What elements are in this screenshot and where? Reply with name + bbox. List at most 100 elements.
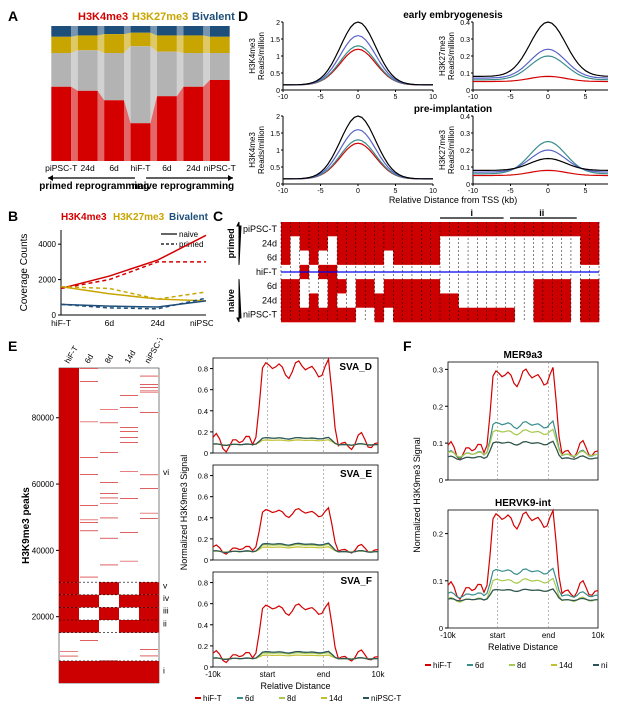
svg-text:6d: 6d — [162, 163, 172, 173]
svg-text:14d: 14d — [123, 349, 137, 365]
svg-text:0.1: 0.1 — [433, 439, 443, 448]
svg-text:H3K4me3: H3K4me3 — [61, 212, 107, 223]
svg-text:-5: -5 — [507, 188, 513, 195]
svg-text:5: 5 — [584, 94, 588, 101]
svg-text:0: 0 — [546, 188, 550, 195]
svg-text:-10: -10 — [468, 188, 478, 195]
svg-text:iv: iv — [163, 593, 170, 603]
label-b: B — [8, 208, 18, 224]
svg-text:-10k: -10k — [205, 670, 222, 679]
svg-text:0: 0 — [204, 449, 208, 458]
svg-text:0.2: 0.2 — [198, 535, 208, 544]
svg-text:6d: 6d — [83, 353, 95, 365]
svg-text:early embryogenesis: early embryogenesis — [403, 10, 503, 21]
svg-text:-10k: -10k — [440, 631, 457, 640]
svg-text:Normalized H3K9me3 Signal: Normalized H3K9me3 Signal — [412, 437, 422, 553]
panel-a: A H3K4me3 H3K27me3 Bivalent piPSC-T 24d 6d hiF… — [8, 8, 238, 208]
svg-text:niPSC-T: niPSC-T — [601, 661, 608, 670]
panel-b: B H3K4me3H3K27me3Bivalent020004000Covera… — [8, 208, 213, 338]
svg-text:2: 2 — [276, 20, 280, 27]
svg-text:ii: ii — [163, 618, 167, 628]
svg-text:end: end — [542, 631, 555, 640]
svg-text:6d: 6d — [475, 661, 484, 670]
svg-text:Reads/million: Reads/million — [447, 32, 456, 80]
svg-text:1: 1 — [276, 54, 280, 61]
svg-text:0.3: 0.3 — [460, 37, 470, 44]
svg-text:1: 1 — [276, 148, 280, 155]
svg-text:14d: 14d — [329, 694, 342, 703]
svg-text:Relative Distance: Relative Distance — [488, 642, 558, 652]
svg-text:24d: 24d — [81, 163, 95, 173]
svg-text:0.2: 0.2 — [433, 402, 443, 411]
svg-text:0.1: 0.1 — [460, 71, 470, 78]
svg-text:pre-implantation: pre-implantation — [414, 104, 492, 115]
svg-text:0: 0 — [356, 94, 360, 101]
svg-text:piPSC-T: piPSC-T — [243, 224, 278, 234]
svg-text:6d: 6d — [267, 253, 277, 263]
svg-text:0: 0 — [546, 94, 550, 101]
svg-text:24d: 24d — [186, 163, 200, 173]
label-a: A — [8, 8, 18, 24]
svg-text:H3K4me3: H3K4me3 — [248, 132, 257, 168]
svg-text:niPSC-T: niPSC-T — [371, 694, 401, 703]
svg-text:Relative Distance from TSS (kb: Relative Distance from TSS (kb) — [389, 195, 517, 205]
svg-text:i: i — [163, 666, 165, 676]
svg-text:-10: -10 — [278, 94, 288, 101]
svg-text:80000: 80000 — [32, 414, 55, 423]
svg-text:0.4: 0.4 — [460, 20, 470, 27]
svg-text:naive: naive — [179, 230, 199, 239]
svg-text:i: i — [471, 208, 474, 218]
svg-text:hiF-T: hiF-T — [203, 694, 222, 703]
svg-text:naive: naive — [226, 289, 236, 312]
svg-text:H3K4me3: H3K4me3 — [78, 11, 128, 23]
svg-text:1.5: 1.5 — [270, 37, 280, 44]
svg-text:iii: iii — [163, 606, 169, 616]
svg-text:2000: 2000 — [38, 276, 56, 285]
svg-text:0.2: 0.2 — [198, 428, 208, 437]
svg-text:Bivalent: Bivalent — [192, 11, 235, 23]
svg-text:0.4: 0.4 — [198, 407, 208, 416]
svg-text:niPSC-T: niPSC-T — [143, 338, 166, 365]
svg-text:H3K27me3: H3K27me3 — [132, 11, 188, 23]
svg-text:2: 2 — [276, 114, 280, 121]
svg-text:niPSC-T: niPSC-T — [190, 318, 213, 328]
svg-text:H3K27me3: H3K27me3 — [113, 212, 165, 223]
svg-text:naive reprogramming: naive reprogramming — [132, 181, 234, 192]
svg-text:6d: 6d — [267, 281, 277, 291]
svg-text:24d: 24d — [262, 295, 277, 305]
svg-text:10k: 10k — [592, 631, 606, 640]
svg-text:end: end — [317, 670, 330, 679]
svg-text:10k: 10k — [372, 670, 386, 679]
svg-text:10: 10 — [429, 94, 437, 101]
svg-text:0.2: 0.2 — [460, 148, 470, 155]
svg-text:MER9a3: MER9a3 — [504, 350, 543, 361]
svg-text:10: 10 — [429, 188, 437, 195]
svg-text:Reads/million: Reads/million — [257, 126, 266, 174]
svg-text:HERVK9-int: HERVK9-int — [495, 498, 552, 509]
svg-text:Bivalent: Bivalent — [169, 212, 209, 223]
label-f: F — [403, 338, 412, 354]
svg-text:60000: 60000 — [32, 480, 55, 489]
svg-text:0.4: 0.4 — [460, 114, 470, 121]
label-e: E — [8, 338, 17, 354]
svg-text:0.1: 0.1 — [460, 165, 470, 172]
svg-text:-5: -5 — [317, 188, 323, 195]
svg-text:vi: vi — [163, 467, 169, 477]
panel-f: F MER9a300.10.20.3HERVK9-int00.10.2-10ks… — [403, 338, 608, 718]
svg-text:40000: 40000 — [32, 546, 55, 555]
svg-text:-10: -10 — [468, 94, 478, 101]
svg-text:Relative Distance: Relative Distance — [260, 681, 330, 691]
svg-text:primed: primed — [226, 228, 236, 258]
svg-text:0.6: 0.6 — [198, 600, 208, 609]
svg-text:Reads/million: Reads/million — [447, 126, 456, 174]
svg-text:-5: -5 — [317, 94, 323, 101]
svg-text:piPSC-T: piPSC-T — [45, 163, 77, 173]
panel-d: D early embryogenesis00.511.52-10-50510H… — [238, 8, 608, 208]
svg-text:H3K9me3 peaks: H3K9me3 peaks — [21, 487, 32, 564]
svg-text:hiF-T: hiF-T — [131, 163, 151, 173]
svg-text:Normalized H3K9me3 Signal: Normalized H3K9me3 Signal — [179, 455, 189, 571]
svg-text:0.4: 0.4 — [198, 621, 208, 630]
svg-text:0: 0 — [356, 188, 360, 195]
label-d: D — [238, 8, 248, 24]
svg-text:0: 0 — [204, 556, 208, 565]
